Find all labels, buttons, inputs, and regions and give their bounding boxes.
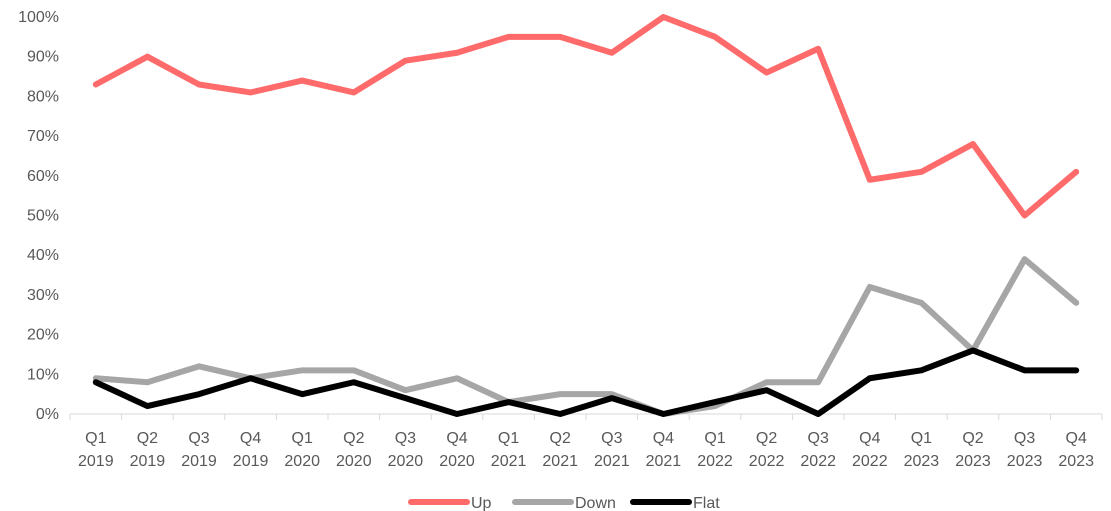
x-tick-label-quarter: Q3 [601, 430, 622, 447]
y-tick-label: 40% [27, 247, 59, 264]
y-tick-label: 60% [27, 168, 59, 185]
x-tick-label-year: 2023 [904, 453, 940, 470]
x-tick-label-year: 2022 [800, 453, 836, 470]
x-tick-label-quarter: Q4 [1066, 430, 1087, 447]
y-tick-label: 30% [27, 287, 59, 304]
x-tick-label-quarter: Q3 [808, 430, 829, 447]
x-tick-label-year: 2023 [1058, 453, 1094, 470]
x-tick-label-year: 2021 [491, 453, 527, 470]
y-axis: 0% 10% 20% 30% 40% 50% 60% 70% 80% 90% 100% [18, 9, 59, 423]
x-tick-label-year: 2020 [284, 453, 320, 470]
series-line-flat [92, 347, 1080, 417]
x-tick-label-quarter: Q4 [653, 430, 674, 447]
y-tick-label: 10% [27, 366, 59, 383]
x-tick-label-quarter: Q1 [704, 430, 725, 447]
legend-label-flat: Flat [693, 495, 720, 511]
y-tick-label: 50% [27, 208, 59, 225]
legend: Up Down Flat [408, 495, 720, 511]
x-tick-label-year: 2021 [594, 453, 630, 470]
x-tick-label-quarter: Q2 [756, 430, 777, 447]
x-tick-label-year: 2019 [181, 453, 217, 470]
x-tick-label-year: 2020 [388, 453, 424, 470]
x-tick-label-quarter: Q1 [498, 430, 519, 447]
x-tick-label-year: 2019 [130, 453, 166, 470]
x-tick-label-quarter: Q3 [395, 430, 416, 447]
x-tick-label-year: 2022 [749, 453, 785, 470]
y-tick-label: 70% [27, 128, 59, 145]
series-layer [92, 14, 1080, 417]
x-tick-label-year: 2022 [697, 453, 733, 470]
x-axis: Q1 2019 Q2 2019 Q3 2019 Q4 2019 Q1 2020 Q2 2020 Q3 20… [69, 413, 1103, 470]
series-line-up [92, 14, 1080, 219]
legend-label-down: Down [575, 495, 616, 511]
x-tick-label-quarter: Q1 [85, 430, 106, 447]
x-tick-label-year: 2019 [78, 453, 114, 470]
y-tick-label: 20% [27, 327, 59, 344]
x-tick-label-year: 2022 [852, 453, 888, 470]
x-tick-label-year: 2023 [955, 453, 991, 470]
x-tick-label-quarter: Q2 [962, 430, 983, 447]
x-tick-label-year: 2019 [233, 453, 269, 470]
legend-label-up: Up [471, 495, 492, 511]
x-tick-label-quarter: Q2 [137, 430, 158, 447]
y-tick-label: 100% [18, 9, 59, 26]
y-tick-label: 0% [36, 406, 59, 423]
series-line-down [92, 256, 1080, 417]
y-tick-label: 90% [27, 49, 59, 66]
x-tick-label-quarter: Q1 [911, 430, 932, 447]
x-tick-label-quarter: Q3 [1014, 430, 1035, 447]
x-tick-label-year: 2021 [542, 453, 578, 470]
x-tick-label-year: 2023 [1007, 453, 1043, 470]
x-tick-label-year: 2021 [646, 453, 682, 470]
x-tick-label-quarter: Q1 [292, 430, 313, 447]
y-tick-label: 80% [27, 88, 59, 105]
x-tick-label-quarter: Q2 [550, 430, 571, 447]
x-tick-label-year: 2020 [336, 453, 372, 470]
x-tick-label-quarter: Q4 [240, 430, 261, 447]
x-tick-label-year: 2020 [439, 453, 475, 470]
x-tick-label-quarter: Q3 [188, 430, 209, 447]
x-tick-label-quarter: Q4 [446, 430, 467, 447]
x-tick-label-quarter: Q4 [859, 430, 880, 447]
x-tick-label-quarter: Q2 [343, 430, 364, 447]
